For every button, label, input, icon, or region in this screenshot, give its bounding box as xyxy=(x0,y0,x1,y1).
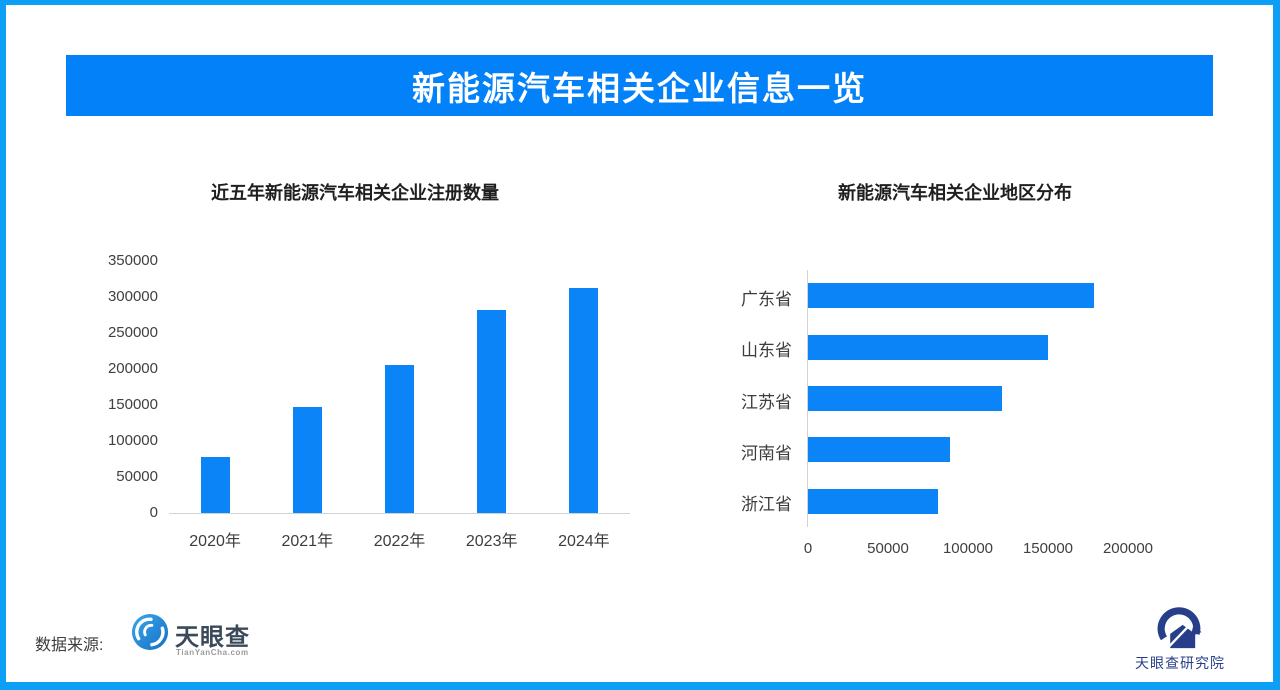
region-chart-plot: 广东省山东省江苏省河南省浙江省 0 50000 100000 150000 200000 xyxy=(741,270,1153,557)
bar-山东省 xyxy=(808,334,1048,360)
registration-chart-plot: 2020年 2021年 2022年 2023年 2024年 0 50000 100000 150… xyxy=(108,252,630,550)
x-axis-tick-label: 200000 xyxy=(1102,540,1154,557)
category-label: 河南省 xyxy=(741,443,792,463)
x-axis-label: 2022年 xyxy=(373,533,426,550)
bar-浙江省 xyxy=(808,488,938,514)
category-label: 江苏省 xyxy=(741,392,792,412)
y-axis-tick-label: 50000 xyxy=(116,468,158,485)
category-label: 山东省 xyxy=(741,341,792,361)
x-axis-label: 2020年 xyxy=(189,533,241,550)
tianyancha-eye-icon xyxy=(131,613,169,651)
page-title-banner: 新能源汽车相关企业信息一览 xyxy=(66,55,1213,116)
page-title: 新能源汽车相关企业信息一览 xyxy=(412,69,867,107)
y-axis-tick-label: 0 xyxy=(149,504,158,521)
bar-2020年 xyxy=(200,457,230,513)
region-chart-title: 新能源汽车相关企业地区分布 xyxy=(838,183,1072,203)
category-label: 广东省 xyxy=(741,289,792,309)
tianyancha-wordmark: 天眼查 xyxy=(175,624,250,651)
tianyancha-logo: 天眼查 TianYanCha.com xyxy=(131,611,261,667)
y-axis-tick-label: 150000 xyxy=(107,396,158,413)
y-axis-tick-label: 100000 xyxy=(107,432,158,449)
category-label: 浙江省 xyxy=(741,495,792,515)
bar-2022年 xyxy=(385,365,414,513)
x-axis-label: 2024年 xyxy=(558,533,610,550)
tianyancha-domain: TianYanCha.com xyxy=(176,648,249,657)
x-axis-tick-label: 0 xyxy=(803,540,813,557)
bar-2021年 xyxy=(292,407,322,513)
registration-chart-title: 近五年新能源汽车相关企业注册数量 xyxy=(211,183,499,203)
x-axis-tick-label: 50000 xyxy=(867,540,909,557)
research-institute-icon xyxy=(1157,607,1202,650)
bar-2023年 xyxy=(477,310,507,513)
y-axis-tick-label: 250000 xyxy=(107,324,158,341)
bar-2024年 xyxy=(569,288,599,513)
x-axis-tick-label: 150000 xyxy=(1022,540,1074,557)
x-axis-tick-label: 100000 xyxy=(942,540,994,557)
research-institute-name: 天眼查研究院 xyxy=(1135,655,1225,671)
y-axis-tick-label: 300000 xyxy=(107,288,158,305)
y-axis-tick-label: 350000 xyxy=(107,252,158,269)
bar-广东省 xyxy=(808,283,1094,309)
research-institute-logo: 天眼查研究院 xyxy=(1118,606,1242,672)
x-axis-label: 2023年 xyxy=(465,533,518,550)
bar-江苏省 xyxy=(808,386,1002,411)
x-axis-label: 2021年 xyxy=(281,533,334,550)
y-axis-tick-label: 200000 xyxy=(107,360,158,377)
data-source-label: 数据来源: xyxy=(35,637,104,654)
bar-河南省 xyxy=(808,437,950,463)
